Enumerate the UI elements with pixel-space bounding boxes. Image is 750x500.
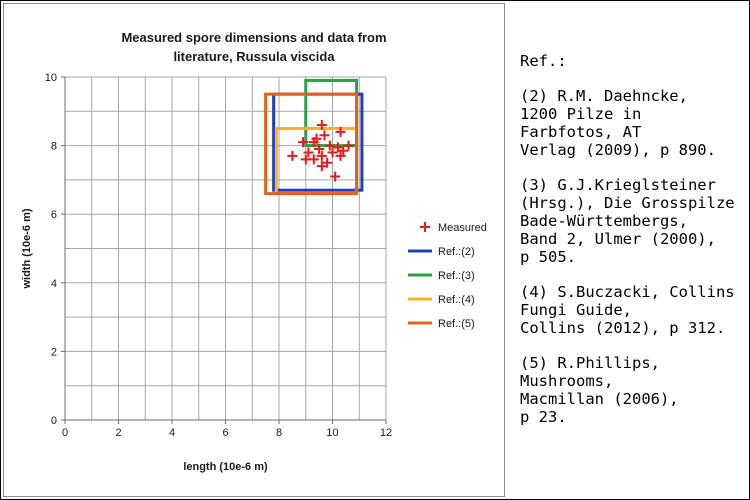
legend-measured-marker xyxy=(420,222,430,232)
reference-entry-3: (3) G.J.Krieglsteiner (Hrsg.), Die Gross… xyxy=(520,176,746,266)
reference-entry-2: (2) R.M. Daehncke, 1200 Pilze in Farbfot… xyxy=(520,87,746,159)
references-heading: Ref.: xyxy=(520,52,746,70)
y-axis-label: width (10e-6 m) xyxy=(21,208,33,289)
x-axis-label: length (10e-6 m) xyxy=(183,461,268,473)
legend-ref-label-3: Ref.:(3) xyxy=(438,270,475,282)
x-tick-label: 12 xyxy=(380,427,392,439)
y-tick-label: 8 xyxy=(51,141,57,153)
x-tick-label: 4 xyxy=(169,427,175,439)
reference-entry-5: (5) R.Phillips, Mushrooms, Macmillan (20… xyxy=(520,354,746,426)
legend-ref-label-4: Ref.:(4) xyxy=(438,294,475,306)
legend-ref-label-5: Ref.:(5) xyxy=(438,318,475,330)
y-tick-label: 4 xyxy=(51,278,57,290)
y-tick-label: 0 xyxy=(51,415,57,427)
legend-measured-label: Measured xyxy=(438,222,487,234)
x-tick-label: 8 xyxy=(276,427,282,439)
y-tick-label: 10 xyxy=(45,72,57,84)
x-tick-label: 0 xyxy=(62,427,68,439)
x-tick-label: 10 xyxy=(326,427,338,439)
x-tick-label: 2 xyxy=(115,427,121,439)
reference-entry-4: (4) S.Buczacki, Collins Fungi Guide, Col… xyxy=(520,283,746,337)
x-tick-label: 6 xyxy=(222,427,228,439)
y-tick-label: 6 xyxy=(51,209,57,221)
scatter-chart: 0 2 4 6 8 10 12 0 2 4 6 8 10 Measured spore dimension… xyxy=(4,4,506,498)
legend-ref-label-2: Ref.:(2) xyxy=(438,246,475,258)
chart-title-line: literature, Russula viscida xyxy=(173,49,335,64)
y-tick-label: 2 xyxy=(51,346,57,358)
chart-panel: 0 2 4 6 8 10 12 0 2 4 6 8 10 Measured spore dimension… xyxy=(3,3,505,497)
references-panel: Ref.: (2) R.M. Daehncke, 1200 Pilze in F… xyxy=(520,52,746,443)
chart-title-line: Measured spore dimensions and data from xyxy=(121,30,386,45)
